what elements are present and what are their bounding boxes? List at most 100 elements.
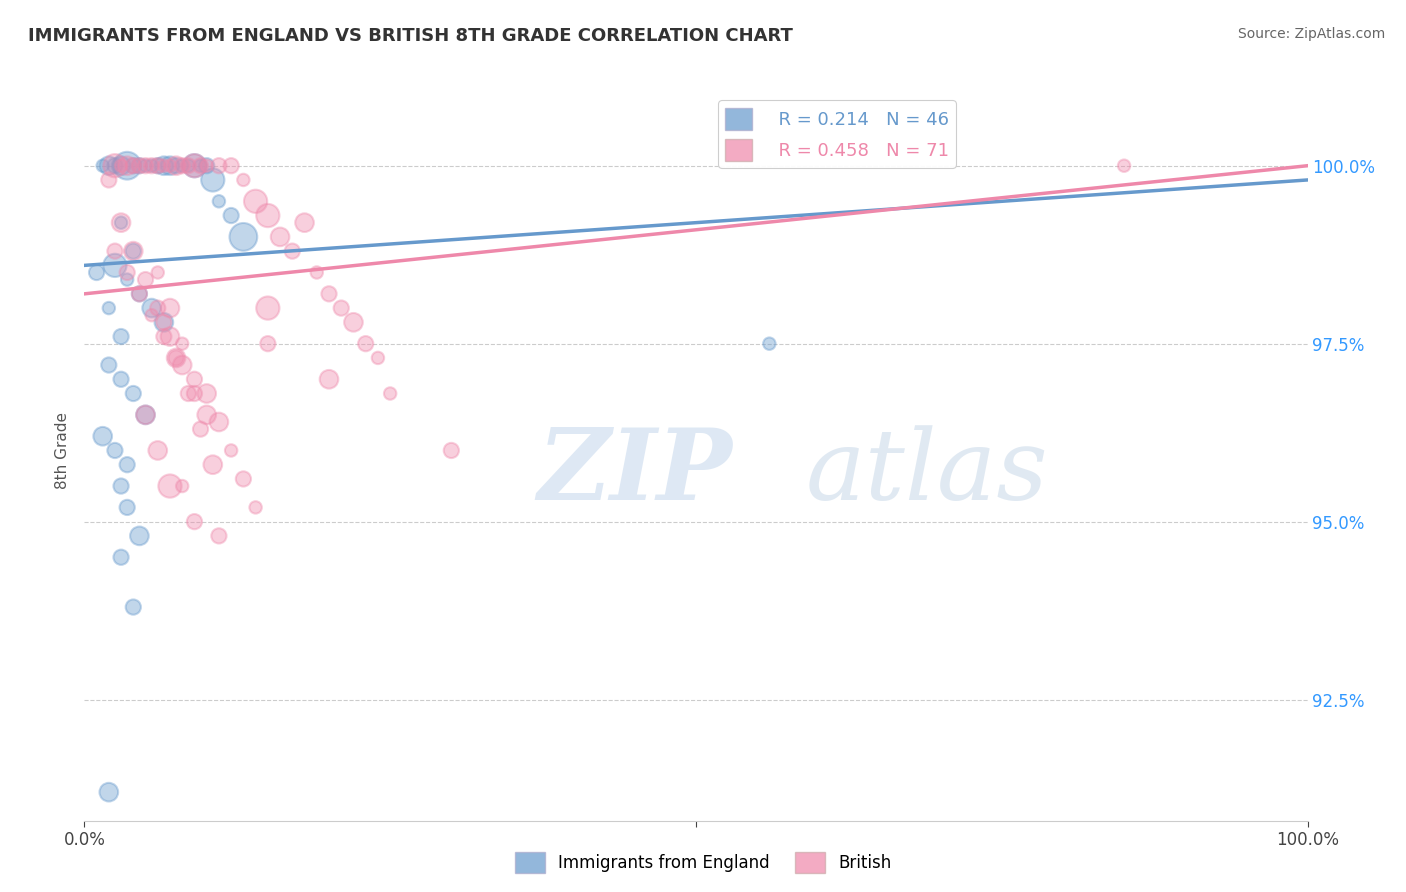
Point [153, 159, 176, 173]
Point [146, 265, 169, 279]
Text: atlas: atlas [806, 425, 1049, 520]
Point [281, 244, 304, 259]
Point [208, 159, 231, 173]
Point [208, 194, 231, 209]
Text: IMMIGRANTS FROM ENGLAND VS BRITISH 8TH GRADE CORRELATION CHART: IMMIGRANTS FROM ENGLAND VS BRITISH 8TH G… [28, 27, 793, 45]
Point [122, 244, 145, 259]
Point [1114, 159, 1136, 173]
Point [115, 500, 138, 515]
Point [172, 159, 194, 173]
Point [110, 159, 132, 173]
Point [177, 386, 200, 401]
Point [110, 216, 132, 230]
Point [104, 244, 127, 259]
Point [110, 372, 132, 386]
Point [177, 159, 200, 173]
Point [201, 458, 224, 472]
Point [159, 159, 181, 173]
Legend:   R = 0.214   N = 46,   R = 0.458   N = 71: R = 0.214 N = 46, R = 0.458 N = 71 [718, 101, 956, 168]
Point [128, 286, 150, 301]
Point [146, 301, 169, 315]
Point [159, 301, 181, 315]
Point [110, 550, 132, 565]
Point [97, 785, 120, 799]
Point [165, 159, 187, 173]
Point [172, 336, 194, 351]
Point [135, 272, 157, 286]
Point [190, 422, 212, 436]
Point [128, 286, 150, 301]
Point [104, 159, 127, 173]
Y-axis label: 8th Grade: 8th Grade [55, 412, 70, 489]
Point [159, 159, 181, 173]
Point [354, 336, 377, 351]
Point [104, 259, 127, 273]
Point [172, 358, 194, 372]
Point [232, 173, 254, 187]
Point [91, 429, 114, 443]
Point [122, 159, 145, 173]
Point [97, 159, 120, 173]
Point [758, 336, 780, 351]
Point [183, 386, 205, 401]
Point [135, 408, 157, 422]
Point [294, 216, 316, 230]
Point [128, 159, 150, 173]
Point [128, 159, 150, 173]
Point [367, 351, 389, 365]
Point [380, 386, 402, 401]
Point [342, 315, 364, 329]
Point [141, 308, 163, 322]
Point [201, 173, 224, 187]
Point [208, 529, 231, 543]
Point [318, 372, 340, 386]
Point [104, 443, 127, 458]
Point [122, 600, 145, 615]
Point [195, 159, 218, 173]
Point [257, 301, 280, 315]
Point [115, 458, 138, 472]
Point [245, 500, 267, 515]
Point [110, 479, 132, 493]
Point [86, 265, 108, 279]
Point [165, 159, 187, 173]
Point [97, 301, 120, 315]
Point [97, 358, 120, 372]
Point [183, 515, 205, 529]
Point [91, 159, 114, 173]
Point [110, 216, 132, 230]
Point [177, 159, 200, 173]
Point [141, 159, 163, 173]
Text: Source: ZipAtlas.com: Source: ZipAtlas.com [1237, 27, 1385, 41]
Point [153, 315, 176, 329]
Point [153, 329, 176, 343]
Point [153, 315, 176, 329]
Point [330, 301, 353, 315]
Point [146, 159, 169, 173]
Point [257, 336, 280, 351]
Point [190, 159, 212, 173]
Point [141, 301, 163, 315]
Point [219, 209, 242, 223]
Point [219, 443, 242, 458]
Point [135, 159, 157, 173]
Point [165, 351, 187, 365]
Point [146, 159, 169, 173]
Text: ZIP: ZIP [537, 425, 733, 521]
Point [318, 286, 340, 301]
Point [195, 159, 218, 173]
Point [219, 159, 242, 173]
Point [122, 244, 145, 259]
Point [305, 265, 328, 279]
Point [104, 159, 127, 173]
Point [172, 479, 194, 493]
Point [110, 329, 132, 343]
Point [115, 265, 138, 279]
Point [183, 372, 205, 386]
Point [208, 415, 231, 429]
Point [172, 159, 194, 173]
Point [128, 529, 150, 543]
Point [269, 230, 291, 244]
Point [183, 159, 205, 173]
Point [115, 159, 138, 173]
